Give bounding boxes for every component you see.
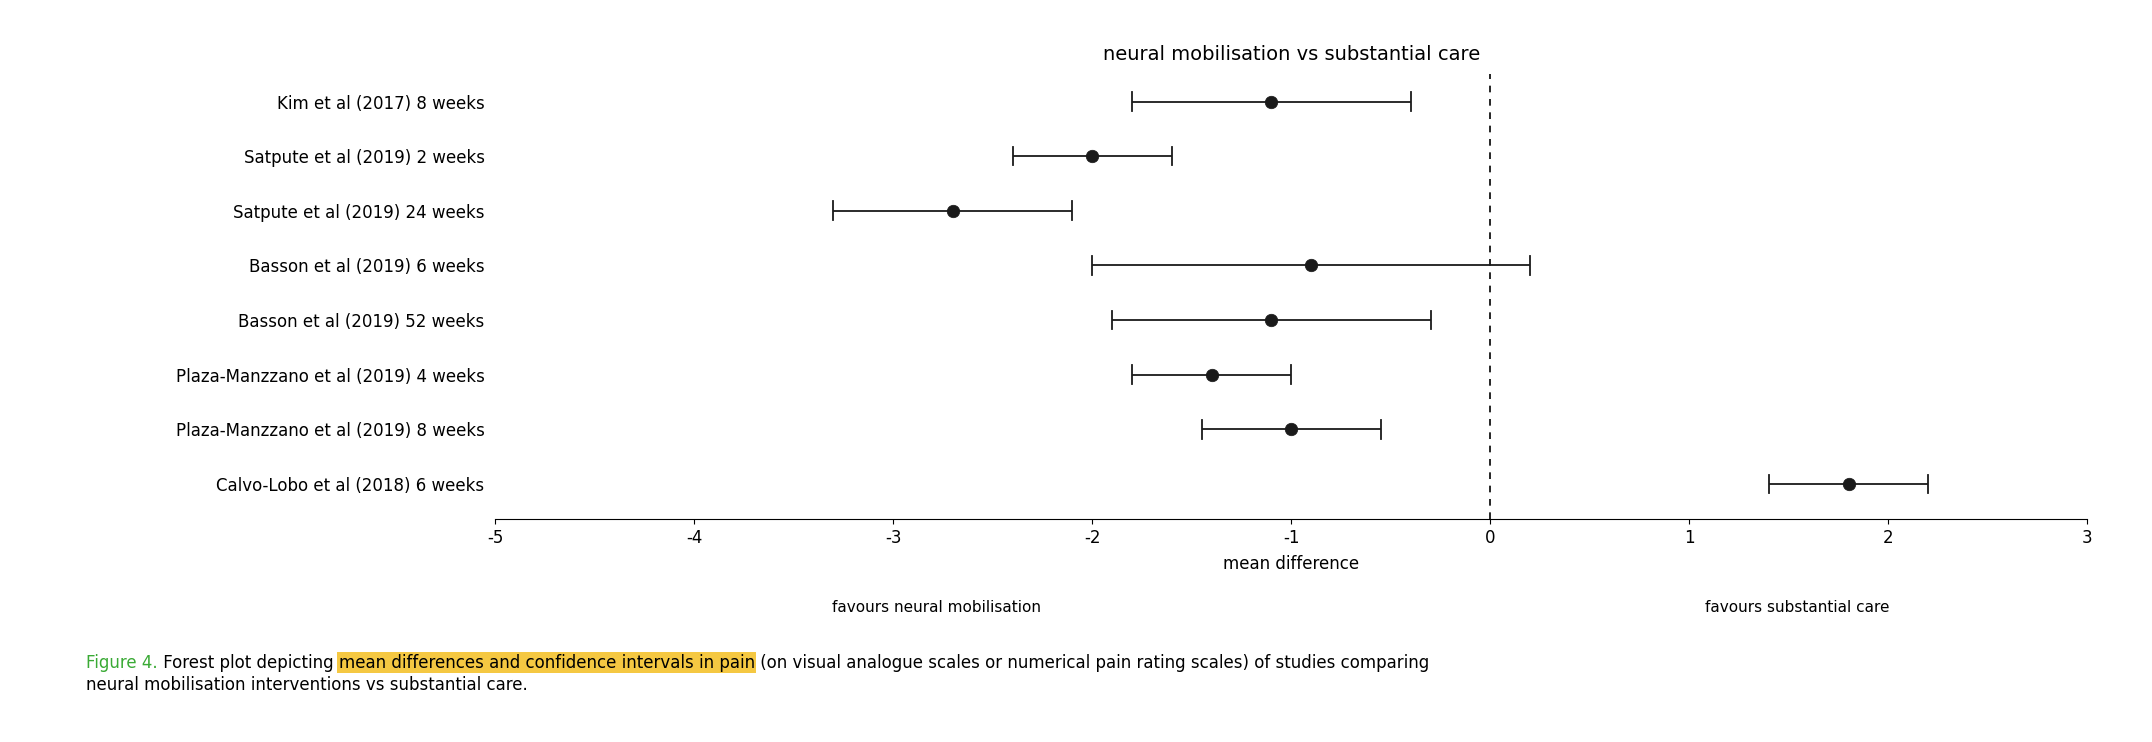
- Text: Forest plot depicting: Forest plot depicting: [157, 654, 338, 672]
- Text: neural mobilisation interventions vs substantial care.: neural mobilisation interventions vs sub…: [86, 676, 527, 694]
- Text: favours substantial care: favours substantial care: [1704, 600, 1889, 615]
- Title: neural mobilisation vs substantial care: neural mobilisation vs substantial care: [1102, 45, 1481, 65]
- Text: (on visual analogue scales or numerical pain rating scales) of studies comparing: (on visual analogue scales or numerical …: [755, 654, 1429, 672]
- Text: Figure 4.: Figure 4.: [86, 654, 157, 672]
- Text: favours neural mobilisation: favours neural mobilisation: [831, 600, 1042, 615]
- Text: mean differences and confidence intervals in pain: mean differences and confidence interval…: [338, 654, 755, 672]
- X-axis label: mean difference: mean difference: [1222, 556, 1360, 574]
